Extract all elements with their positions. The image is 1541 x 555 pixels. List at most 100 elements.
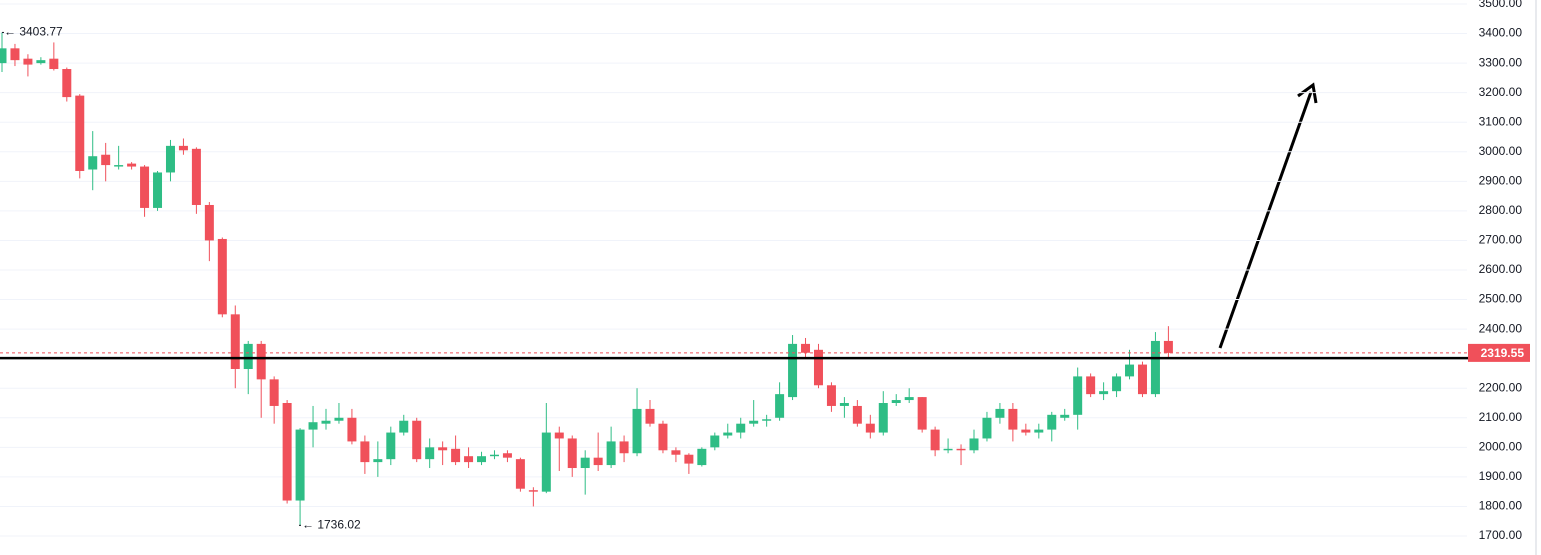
candle-body [723,432,733,436]
candle-body [451,448,461,463]
candle-body [826,385,836,406]
candle-body [256,343,266,380]
y-tick-label: 1700.00 [1479,528,1523,542]
candle-body [464,456,474,463]
candle-body [645,408,655,424]
candle-body [101,154,111,166]
candle-body [347,417,357,442]
candle-body [1099,391,1109,395]
y-tick-label: 2000.00 [1479,440,1523,454]
candle-body [554,432,564,439]
candle-body [360,441,370,463]
candle-body [75,95,85,171]
candle-body [399,420,409,433]
candle-body [1073,376,1083,415]
candle-body [697,448,707,466]
candle-body [969,438,979,451]
candle-body [891,400,901,403]
y-tick-label: 2900.00 [1479,174,1523,188]
candle-body [178,145,188,151]
candle-body [749,420,759,424]
y-tick-label: 3500.00 [1479,0,1523,10]
y-tick-label: 2500.00 [1479,292,1523,306]
candle-body [671,450,681,455]
candle-body [0,48,7,64]
candle-body [1137,364,1147,395]
candle-body [412,420,422,460]
candle-body [515,459,525,489]
candle-body [580,457,590,469]
plot: 1700.00 1800.00 1900.00 2000.00 2100.00 2200.… [0,0,1530,542]
y-tick-label: 2400.00 [1479,321,1523,335]
candle-body [788,343,798,398]
candle-body [373,459,383,463]
candle-body [541,432,551,492]
y-tick-label: 3400.00 [1479,26,1523,40]
last-price-label: 2319.55 [1481,346,1525,360]
y-tick-label: 1900.00 [1479,469,1523,483]
y-tick-label: 3300.00 [1479,55,1523,69]
candle-body [10,48,20,61]
candle-body [995,408,1005,418]
candle-body [1034,429,1044,433]
candle-body [502,453,512,458]
candle-body [852,405,862,424]
y-tick-label: 2700.00 [1479,233,1523,247]
y-tick-label: 3200.00 [1479,85,1523,99]
candle-body [334,417,344,421]
candle-body [23,58,33,65]
candle-body [710,435,720,448]
candle-body [140,166,150,208]
candle-body [127,163,137,167]
candle-body [204,204,214,241]
candle-body [165,145,175,173]
candle-body [36,60,46,64]
candle-body [191,148,201,205]
candle-body [489,454,499,457]
candle-body [1060,414,1070,418]
candle-body [217,238,227,315]
y-tick-label: 3000.00 [1479,144,1523,158]
candle-body [230,314,240,370]
candle-body [684,454,694,464]
candle-body [775,394,785,418]
candle-body [1047,414,1057,430]
candle-body [1163,340,1173,353]
candle-body [114,165,124,167]
candle-body [762,419,772,421]
candle-body [930,429,940,451]
candle-body [917,397,927,430]
candle-body [1086,376,1096,395]
candle-body [62,69,72,98]
y-tick-label: 2100.00 [1479,410,1523,424]
candle-body [606,441,616,466]
candle-body [282,403,292,501]
candle-body [593,457,603,466]
candle-body [1150,340,1160,395]
y-tick-label: 2600.00 [1479,262,1523,276]
candle-body [477,456,487,463]
candle-body [878,403,888,433]
last-price-tag [1468,343,1530,362]
y-tick-label: 1800.00 [1479,499,1523,513]
low-marker-label: ← 1736.02 [302,518,361,532]
candle-body [658,423,668,451]
candle-body [1008,408,1018,430]
candle-body [528,490,538,492]
candle-body [308,422,318,430]
candle-body [438,447,448,451]
candle-body [567,438,577,469]
y-tick-label: 2200.00 [1479,380,1523,394]
candle-body [956,448,966,451]
candle-body [904,397,914,401]
candle-body [243,343,253,370]
candle-body [425,447,435,460]
candle-body [801,343,811,353]
candle-body [632,408,642,454]
candle-body [1125,364,1135,377]
candle-body [865,423,875,433]
candle-body [813,349,823,386]
candle-body [619,441,629,454]
candle-body [943,448,953,451]
